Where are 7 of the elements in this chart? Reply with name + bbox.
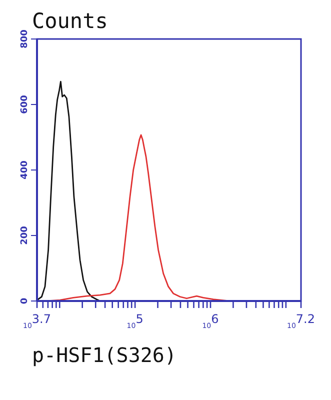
y-tick-label: 800 [20,30,30,48]
y-tick-label: 200 [20,226,30,245]
y-tick-label: 400 [20,160,30,180]
x-axis-title: p-HSF1(S326) [32,343,176,367]
y-tick-label: 600 [20,95,30,114]
chart-title: Counts [32,9,108,33]
y-tick-label: 0 [20,298,30,304]
